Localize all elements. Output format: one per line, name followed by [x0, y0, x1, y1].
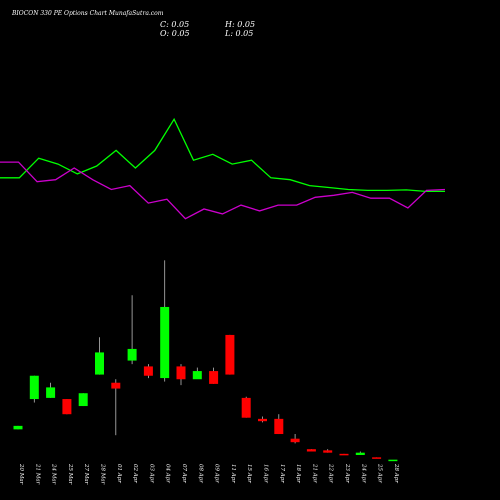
candle-body — [62, 399, 72, 415]
candle-body — [258, 418, 267, 422]
candle-body — [46, 387, 56, 398]
candle-body — [95, 352, 104, 375]
candle-body — [78, 393, 88, 407]
x-tick-label: 07 Apr — [181, 464, 187, 483]
candle-body — [111, 382, 121, 389]
candle-body — [209, 371, 219, 384]
x-tick-label: 25 Mar — [67, 463, 73, 485]
low-value: L: 0.05 — [225, 29, 254, 38]
candle-body — [306, 449, 316, 452]
candle-body — [290, 438, 300, 443]
candle-body — [192, 371, 202, 380]
candle-body — [339, 453, 349, 456]
x-axis-labels: 20 Mar 21 Mar 24 Mar 25 Mar 27 Mar 28 Mar 01 A… — [18, 463, 399, 485]
close-value: C: 0.05 — [160, 20, 190, 29]
green-indicator-line — [0, 117, 445, 193]
candles — [13, 260, 398, 462]
x-tick-label: 11 Apr — [230, 464, 236, 483]
indicator-lines — [0, 117, 446, 220]
x-tick-label: 28 Apr — [393, 463, 399, 483]
candle-body — [388, 459, 398, 462]
high-value: H: 0.05 — [225, 20, 256, 29]
candle-body — [225, 334, 235, 375]
x-tick-label: 28 Mar — [100, 463, 106, 485]
x-tick-label: 22 Apr — [328, 463, 334, 483]
candle-body — [176, 366, 186, 380]
x-tick-label: 21 Apr — [311, 463, 317, 483]
candle-body — [241, 397, 251, 418]
candle-body — [355, 452, 365, 456]
x-tick-label: 20 Mar — [18, 463, 24, 485]
candle-body — [274, 418, 284, 435]
x-tick-label: 01 Apr — [116, 464, 122, 483]
x-tick-label: 27 Mar — [83, 463, 89, 485]
candle-body — [323, 450, 333, 453]
candle-body — [372, 457, 382, 459]
candle-body — [127, 348, 137, 361]
x-tick-label: 23 Apr — [344, 463, 350, 483]
candle-body — [29, 375, 39, 400]
x-tick-label: 02 Apr — [132, 464, 138, 483]
x-tick-label: 09 Apr — [214, 464, 220, 483]
open-value: O: 0.05 — [160, 29, 190, 38]
chart-title: BIOCON 330 PE Options Chart MunafaSutra.… — [12, 10, 164, 17]
x-tick-label: 16 Apr — [263, 464, 269, 483]
candle-body — [160, 306, 170, 379]
candle-body — [143, 366, 153, 376]
x-tick-label: 15 Apr — [246, 464, 252, 483]
purple-indicator-line — [0, 161, 446, 220]
x-tick-label: 17 Apr — [279, 464, 285, 483]
x-tick-label: 24 Mar — [51, 463, 57, 485]
x-tick-label: 18 Apr — [295, 464, 301, 483]
x-tick-label: 03 Apr — [148, 464, 154, 483]
x-tick-label: 24 Apr — [360, 463, 366, 483]
x-tick-label: 04 Apr — [165, 464, 171, 483]
x-tick-label: 21 Mar — [34, 463, 40, 485]
x-tick-label: 08 Apr — [197, 464, 203, 483]
candle-body — [13, 425, 23, 430]
x-tick-label: 25 Apr — [377, 463, 383, 483]
